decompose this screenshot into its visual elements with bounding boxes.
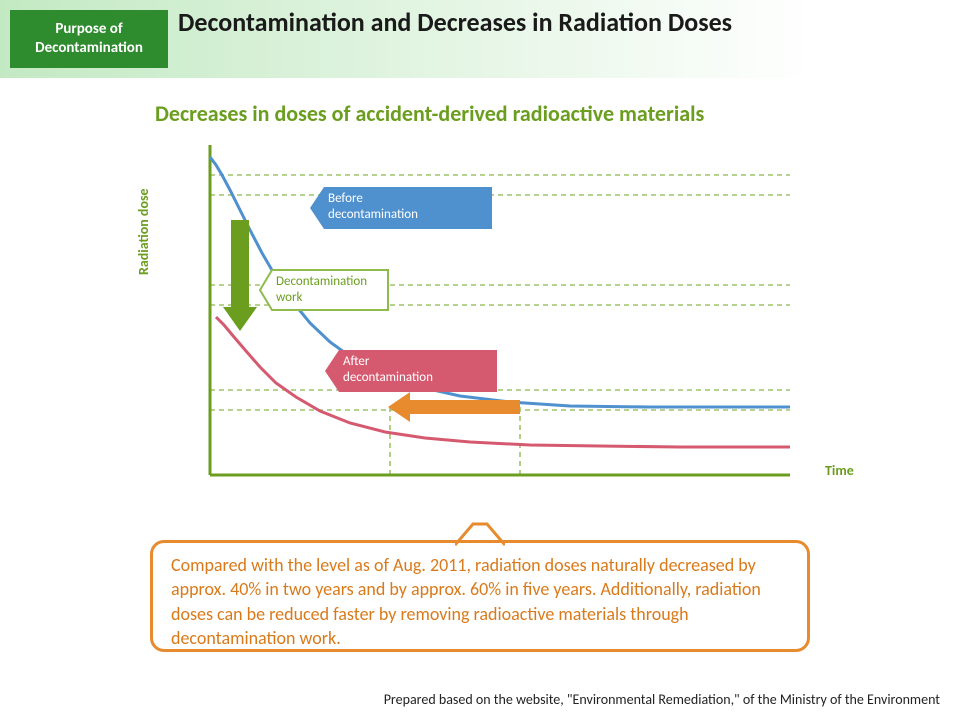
category-badge: Purpose of Decontamination [10, 10, 168, 68]
chart-subtitle: Decreases in doses of accident-derived r… [155, 100, 704, 127]
explanatory-callout: Compared with the level as of Aug. 2011,… [150, 540, 810, 652]
header-bar: Purpose of Decontamination Decontaminati… [0, 0, 960, 78]
before-decon-label: Before decontamination [328, 191, 488, 224]
page-title: Decontamination and Decreases in Radiati… [178, 6, 938, 39]
chart-area: Before decontamination After decontaminat… [150, 135, 830, 505]
after-decon-label: After decontamination [343, 354, 493, 387]
credit-line: Prepared based on the website, "Environm… [384, 691, 940, 708]
decon-work-label: Decontamination work [276, 274, 384, 307]
chart-svg: Before decontamination After decontaminat… [150, 135, 830, 505]
